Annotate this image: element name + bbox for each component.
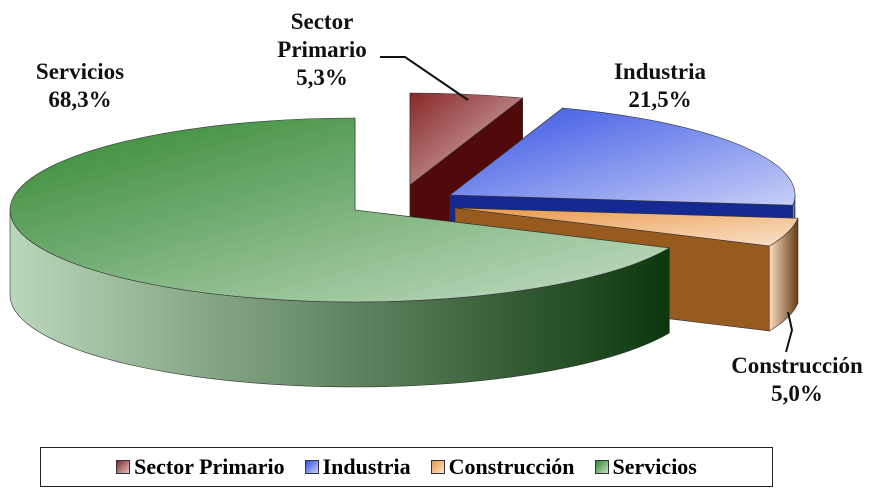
legend-swatch <box>116 460 131 474</box>
legend-item: Sector Primario <box>116 454 285 480</box>
legend-label: Sector Primario <box>134 454 285 479</box>
data-label: Sector Primario 5,3% <box>272 8 372 92</box>
legend: Sector Primario Industria Construcción Serv… <box>40 447 773 487</box>
leader-line <box>785 311 794 353</box>
slice <box>9 117 671 303</box>
data-label: Construcción 5,0% <box>712 352 882 408</box>
slice <box>454 207 799 247</box>
category-label: Construcción <box>731 353 863 378</box>
leader-line <box>380 56 469 101</box>
legend-item: Construcción <box>430 454 575 480</box>
value-label: 5,3% <box>296 65 348 90</box>
category-label: Industria <box>613 59 707 84</box>
legend-label: Servicios <box>612 454 697 479</box>
data-label: Servicios 68,3% <box>10 58 150 114</box>
legend-swatch <box>430 460 445 474</box>
legend-item: Industria <box>304 454 411 480</box>
category-label: Sector Primario <box>277 9 367 62</box>
value-label: 5,0% <box>771 381 823 406</box>
legend-swatch <box>594 460 609 474</box>
legend-swatch <box>304 460 319 474</box>
data-label: Industria 21,5% <box>590 58 730 114</box>
slice <box>449 107 796 206</box>
legend-label: Construcción <box>448 454 575 479</box>
legend-label: Industria <box>322 454 411 479</box>
slice <box>409 92 524 186</box>
value-label: 21,5% <box>628 87 692 112</box>
value-label: 68,3% <box>48 87 112 112</box>
category-label: Servicios <box>35 59 125 84</box>
legend-item: Servicios <box>594 454 697 480</box>
